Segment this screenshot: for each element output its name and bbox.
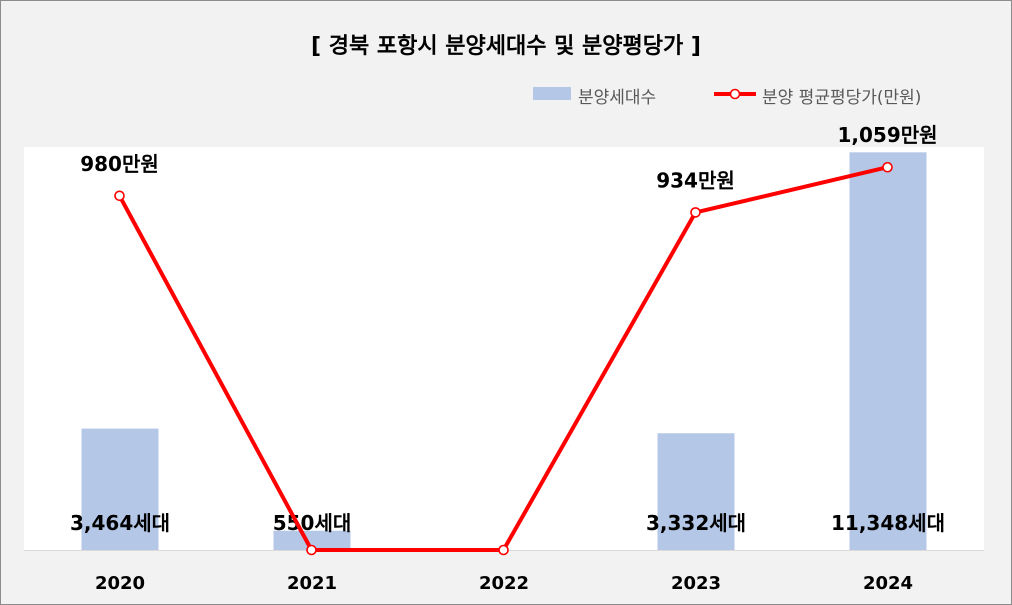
x-tick-2024: 2024 xyxy=(863,573,913,594)
x-tick-2023: 2023 xyxy=(671,573,721,594)
price-point-2020 xyxy=(114,190,125,202)
bar-label-2024: 11,348세대 xyxy=(831,511,945,535)
chart-title: [ 경북 포항시 분양세대수 및 분양평당가 ] xyxy=(311,34,701,59)
plot-area xyxy=(24,147,984,551)
x-tick-2020: 2020 xyxy=(95,573,145,594)
price-line xyxy=(117,165,888,552)
bar-2024 xyxy=(849,152,927,551)
legend-bar-swatch xyxy=(533,87,571,100)
bar-label-2021: 550세대 xyxy=(273,511,352,535)
price-label-2023: 934만원 xyxy=(656,168,735,192)
price-point-2021 xyxy=(306,544,317,556)
bar-2020 xyxy=(81,428,159,550)
bar-2023 xyxy=(657,433,735,550)
price-point-2022 xyxy=(498,544,509,556)
price-point-2023 xyxy=(690,207,701,218)
price-point-2024 xyxy=(882,161,893,173)
bar-label-2020: 3,464세대 xyxy=(70,511,170,535)
x-tick-2021: 2021 xyxy=(287,573,337,594)
x-tick-2022: 2022 xyxy=(479,573,529,594)
price-label-2020: 980만원 xyxy=(80,152,159,176)
price-label-2024: 1,059만원 xyxy=(837,123,937,147)
bar-2021 xyxy=(273,530,351,550)
legend-line-label: 분양 평균평당가(만원) xyxy=(762,88,922,108)
legend-bar-label: 분양세대수 xyxy=(578,88,657,108)
bar-label-2023: 3,332세대 xyxy=(646,511,746,535)
